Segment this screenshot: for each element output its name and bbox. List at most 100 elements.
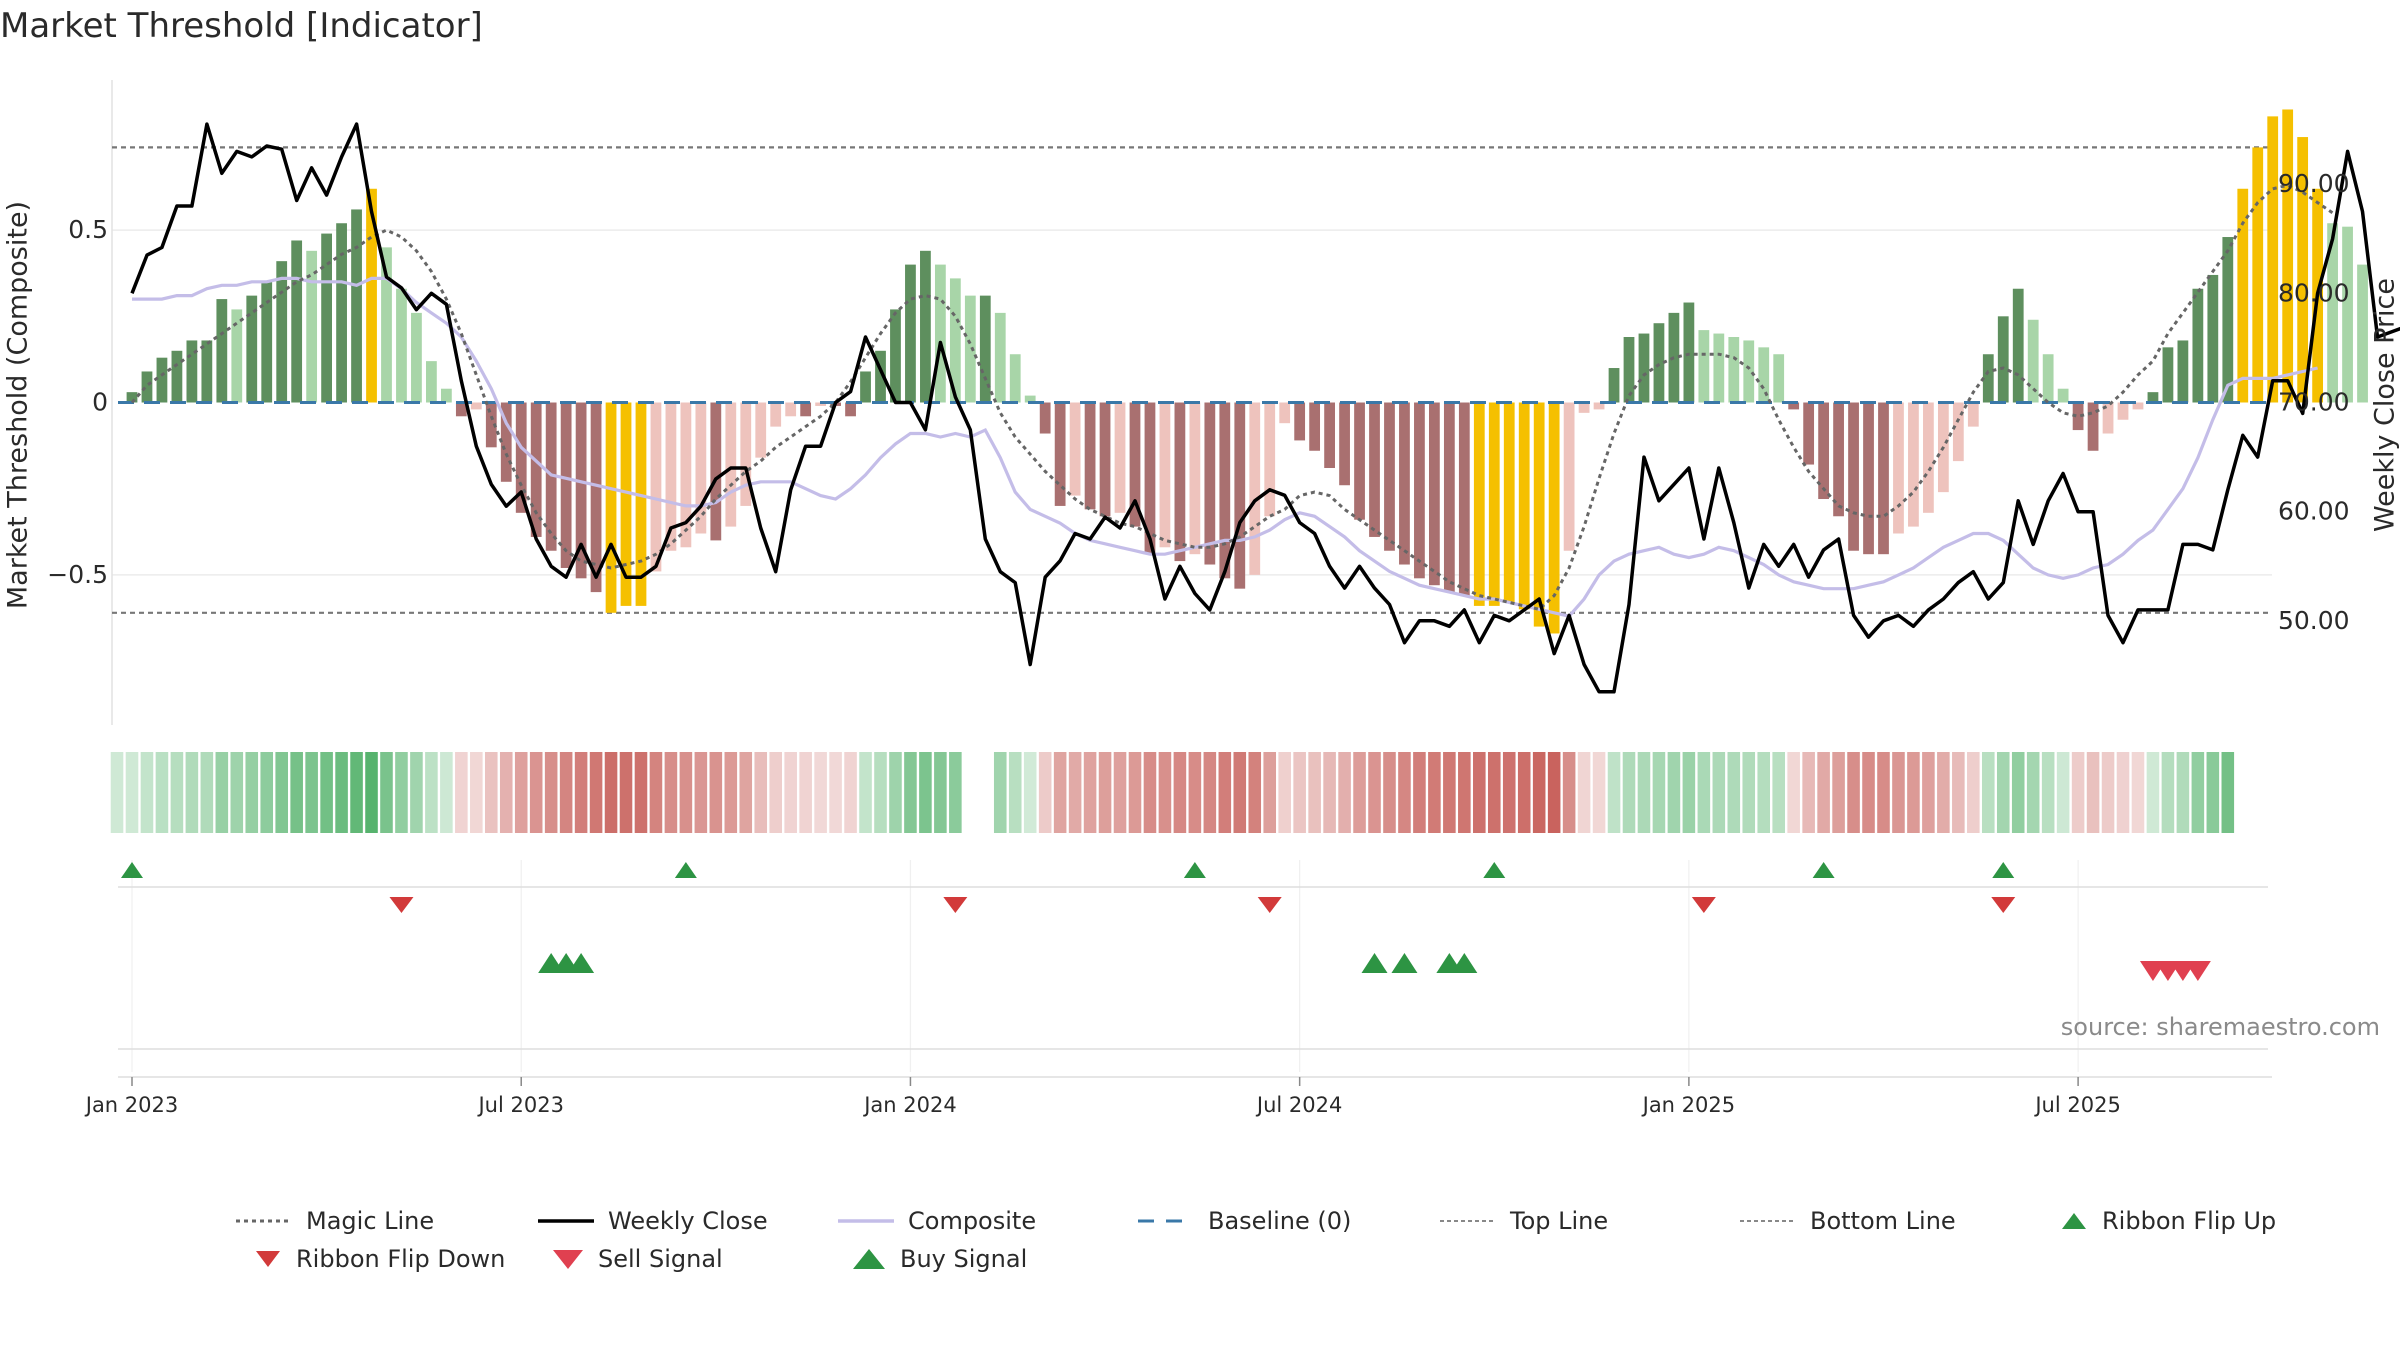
ribbon-cell bbox=[724, 752, 738, 833]
composite-bar bbox=[1443, 402, 1455, 593]
x-tick-label: Jul 2025 bbox=[2033, 1093, 2120, 1117]
composite-bar bbox=[890, 309, 901, 403]
ribbon-cell bbox=[185, 752, 199, 833]
y-tick-label: 0 bbox=[92, 388, 108, 417]
ribbon-cell bbox=[1068, 752, 1082, 833]
sell-signal-marker bbox=[2184, 961, 2211, 981]
composite-bar bbox=[2087, 402, 2099, 451]
composite-bar bbox=[1099, 402, 1111, 517]
composite-bar bbox=[411, 312, 422, 403]
composite-bar bbox=[2252, 147, 2264, 403]
ribbon-cell bbox=[1592, 752, 1606, 833]
ribbon-cell bbox=[739, 752, 753, 833]
composite-bar bbox=[291, 240, 303, 403]
composite-bar bbox=[1114, 402, 1126, 513]
composite-bar bbox=[695, 402, 707, 534]
legend-label: Sell Signal bbox=[598, 1245, 723, 1273]
composite-bar bbox=[1863, 402, 1874, 555]
ribbon-flip-up-marker bbox=[1483, 862, 1506, 878]
ribbon-cell bbox=[1113, 752, 1127, 833]
ribbon-cell bbox=[290, 752, 303, 833]
composite-bar bbox=[306, 250, 318, 403]
ribbon-cell bbox=[844, 752, 857, 833]
ribbon-cell bbox=[2071, 752, 2085, 833]
ribbon-cell bbox=[514, 752, 528, 833]
composite-bar bbox=[1369, 402, 1380, 537]
composite-bar bbox=[1788, 402, 1800, 410]
source-note: source: sharemaestro.com bbox=[2060, 1013, 2380, 1041]
composite-bar bbox=[515, 402, 527, 513]
x-tick-label: Jan 2023 bbox=[84, 1093, 179, 1117]
composite-bar bbox=[1997, 316, 2009, 403]
ribbon-cell bbox=[1083, 752, 1097, 833]
composite-bar bbox=[2177, 340, 2189, 403]
ribbon-cell bbox=[544, 752, 558, 833]
ribbon-cell bbox=[1757, 752, 1771, 833]
triangle-down-icon bbox=[256, 1251, 280, 1267]
composite-bar bbox=[2282, 109, 2294, 403]
composite-bar bbox=[1458, 402, 1470, 596]
ribbon-cell bbox=[230, 752, 244, 833]
composite-bar bbox=[156, 357, 168, 403]
ribbon-cell bbox=[904, 752, 917, 833]
composite-bar bbox=[1608, 368, 1620, 403]
ribbon-cell bbox=[619, 752, 633, 833]
composite-bar bbox=[1354, 402, 1365, 520]
ribbon-cell bbox=[110, 752, 124, 833]
composite-bar bbox=[1908, 402, 1919, 527]
composite-bar bbox=[1309, 402, 1321, 451]
composite-bar bbox=[650, 402, 662, 572]
composite-bar bbox=[1384, 402, 1395, 551]
composite-bar bbox=[1488, 402, 1500, 606]
ribbon-cell bbox=[784, 752, 797, 833]
composite-bar bbox=[396, 288, 407, 403]
buy-signal-marker bbox=[1361, 953, 1388, 973]
composite-bar bbox=[2357, 264, 2368, 403]
composite-bar bbox=[635, 402, 647, 606]
composite-bar bbox=[1848, 402, 1859, 551]
ribbon-flip-down-marker bbox=[389, 897, 414, 913]
composite-bar bbox=[979, 295, 991, 403]
composite-bar bbox=[815, 402, 827, 406]
composite-bar bbox=[1653, 323, 1665, 403]
ribbon-cell bbox=[470, 752, 483, 833]
composite-bar bbox=[994, 312, 1006, 403]
ribbon-cell bbox=[1996, 752, 2010, 833]
ribbon-flip-up-marker bbox=[1183, 862, 1206, 878]
composite-bar bbox=[216, 299, 228, 403]
ribbon-cell bbox=[455, 752, 468, 833]
ribbon-cell bbox=[1547, 752, 1561, 833]
ribbon-cell bbox=[889, 752, 902, 833]
composite-bar bbox=[710, 402, 722, 541]
ribbon-cell bbox=[949, 752, 962, 833]
composite-bars bbox=[126, 109, 2368, 634]
ribbon-cell bbox=[155, 752, 169, 833]
ribbon-cell bbox=[1802, 752, 1815, 833]
composite-bar bbox=[2147, 392, 2159, 403]
ribbon-flip-down-marker bbox=[1691, 897, 1716, 913]
buy-triangle-icon bbox=[853, 1249, 885, 1269]
composite-bar bbox=[1638, 333, 1650, 403]
ribbon-cell bbox=[1772, 752, 1785, 833]
composite-bar bbox=[1429, 402, 1440, 586]
ribbon-cell bbox=[1922, 752, 1935, 833]
ribbon-cell bbox=[1487, 752, 1501, 833]
composite-bar bbox=[2237, 188, 2249, 403]
composite-bar bbox=[905, 264, 916, 403]
ribbon-cell bbox=[1817, 752, 1830, 833]
ribbon-cell bbox=[1188, 752, 1202, 833]
ribbon-cell bbox=[200, 752, 214, 833]
ribbon-cell bbox=[1667, 752, 1681, 833]
composite-bar bbox=[1533, 402, 1545, 627]
ribbon-cell bbox=[1158, 752, 1172, 833]
y-right-tick-label: 90.00 bbox=[2278, 169, 2350, 198]
y-axis-label-left: Market Threshold (Composite) bbox=[2, 200, 34, 610]
ribbon-cell bbox=[2191, 752, 2205, 833]
ribbon-cell bbox=[1937, 752, 1950, 833]
ribbon-cell bbox=[1173, 752, 1187, 833]
legend-label: Baseline (0) bbox=[1208, 1207, 1352, 1235]
composite-bar bbox=[2012, 288, 2024, 403]
legend-label: Buy Signal bbox=[900, 1245, 1028, 1273]
ribbon-cell bbox=[1143, 752, 1157, 833]
composite-bar bbox=[2117, 402, 2129, 420]
